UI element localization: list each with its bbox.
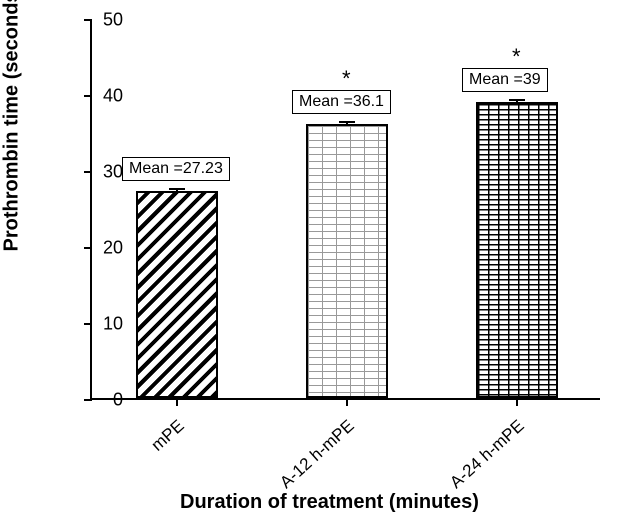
significance-marker: * [512, 44, 521, 70]
y-axis-label: Prothrombin time (seconds) [1, 0, 24, 252]
x-axis-label: Duration of treatment (minutes) [180, 491, 479, 514]
y-tick-label: 10 [103, 314, 123, 335]
bar-A-12 h-mPE [306, 124, 388, 398]
error-cap [509, 99, 525, 101]
mean-label-box: Mean =39 [462, 68, 548, 92]
y-tick [84, 323, 92, 326]
x-tick [346, 398, 349, 406]
y-tick-label: 50 [103, 10, 123, 31]
y-tick [84, 95, 92, 98]
error-cap [339, 121, 355, 123]
chart-container: Prothrombin time (seconds) Duration of t… [0, 0, 641, 524]
plot-area: Mean =27.23Mean =36.1*Mean =39* [90, 20, 600, 400]
y-tick-label: 0 [113, 390, 123, 411]
x-tick [516, 398, 519, 406]
y-tick [84, 247, 92, 250]
y-tick-label: 40 [103, 86, 123, 107]
bar-A-24 h-mPE [476, 102, 558, 398]
x-tick [176, 398, 179, 406]
mean-label-box: Mean =27.23 [122, 157, 230, 181]
y-tick [84, 19, 92, 22]
error-cap [169, 188, 185, 190]
y-tick-label: 20 [103, 238, 123, 259]
mean-label-box: Mean =36.1 [292, 90, 391, 114]
y-tick [84, 171, 92, 174]
bar-mPE [136, 191, 218, 398]
significance-marker: * [342, 66, 351, 92]
y-tick-label: 30 [103, 162, 123, 183]
x-tick-label: mPE [93, 416, 188, 504]
y-tick [84, 399, 92, 402]
x-tick-label: A-24 h-mPE [433, 416, 528, 504]
